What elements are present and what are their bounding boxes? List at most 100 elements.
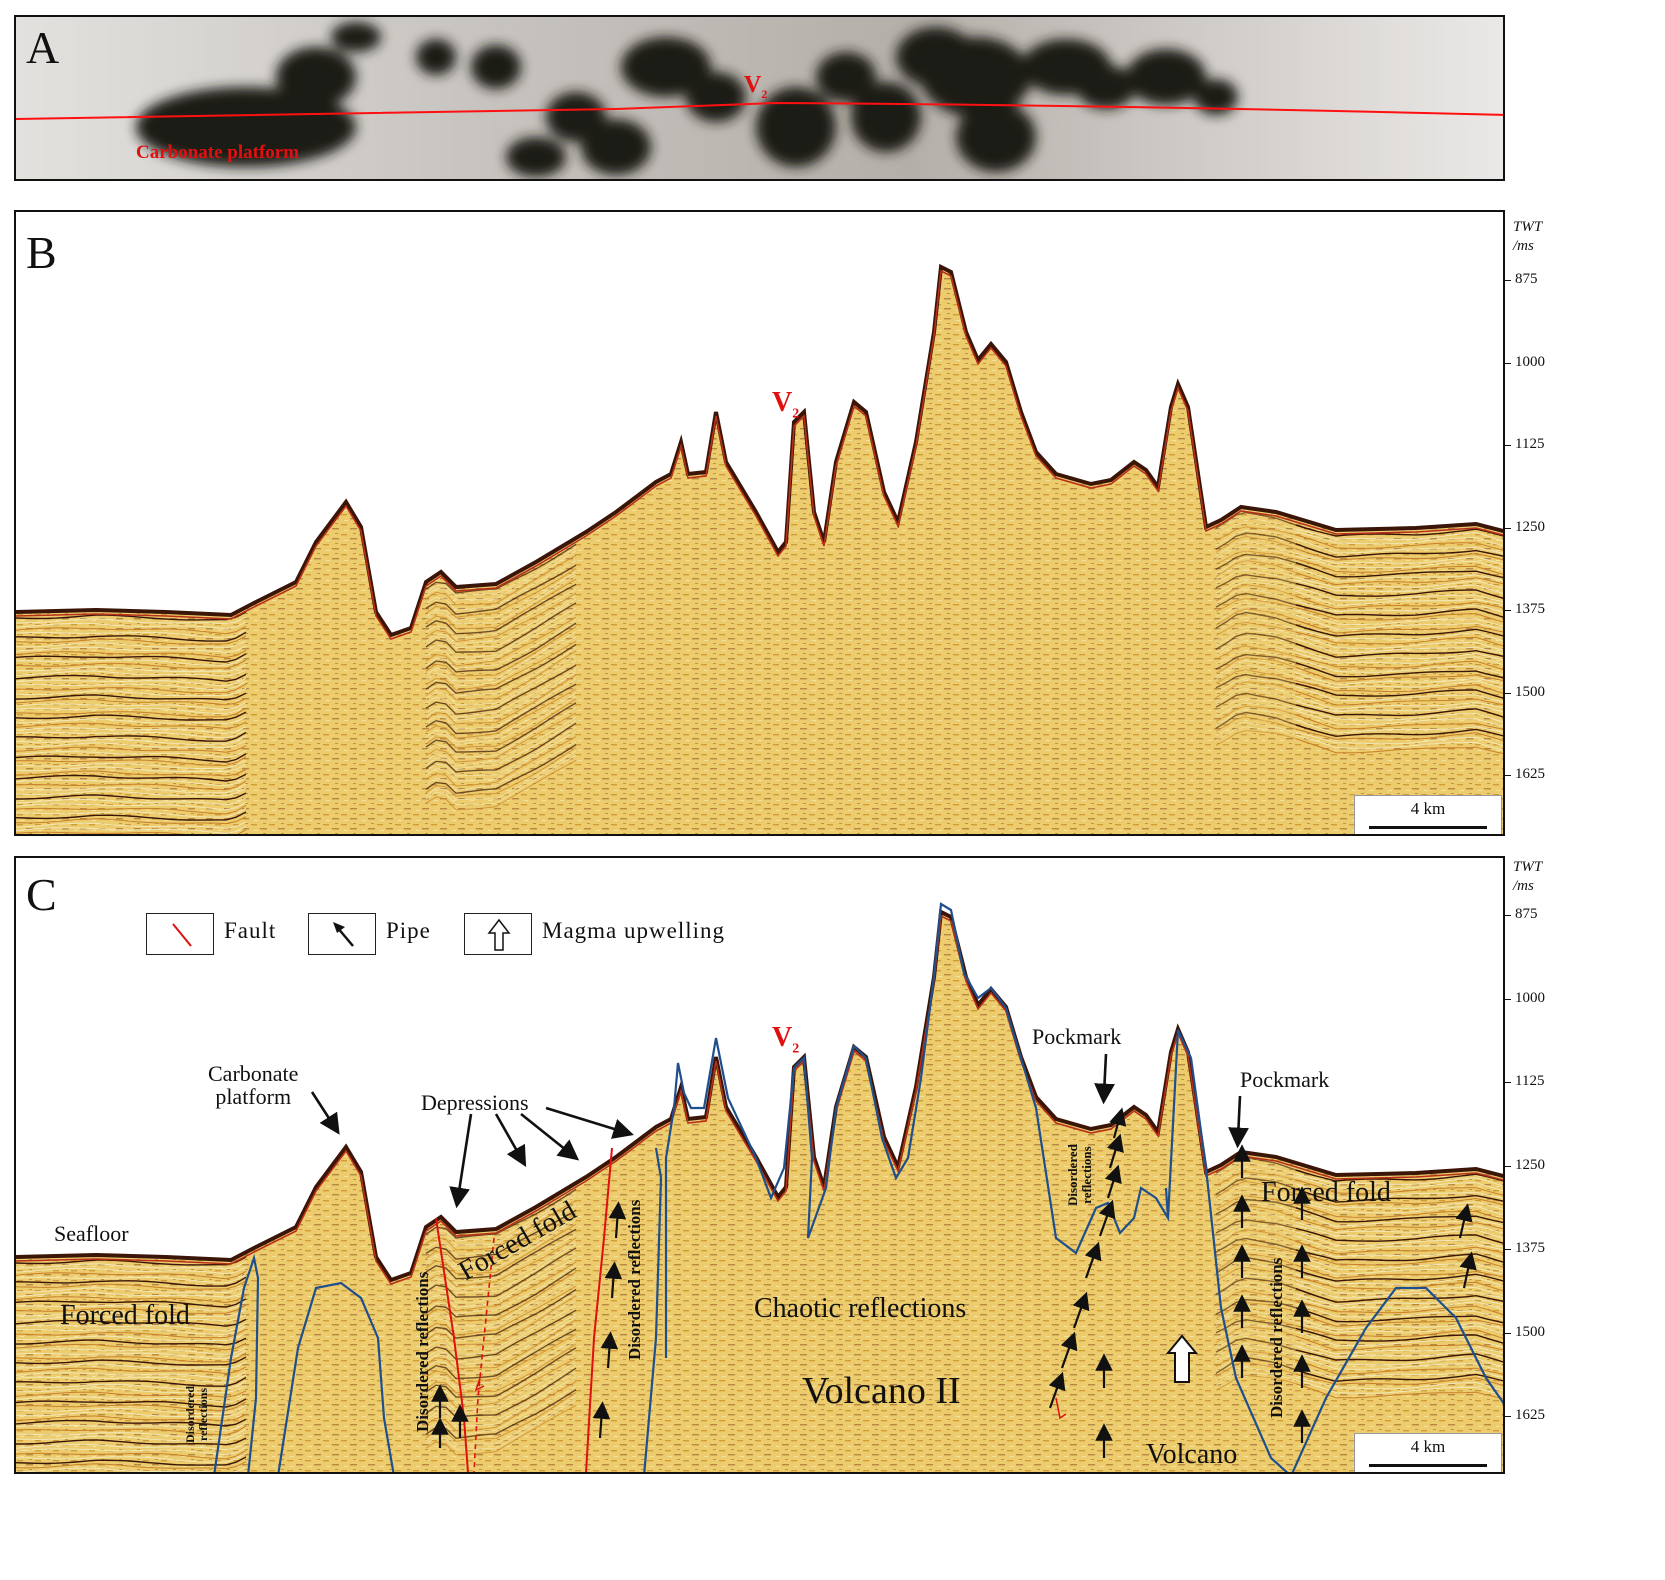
pipe-arrow [604, 1261, 623, 1299]
disordered-small-line1: Disordered [183, 1385, 197, 1443]
reflector-line [425, 1240, 577, 1291]
reflector-line [425, 698, 577, 749]
reflectors [16, 511, 1503, 834]
reflector-line [1295, 580, 1503, 595]
magma-upwelling-arrow [1165, 1334, 1199, 1383]
reflector-line [425, 1361, 577, 1412]
reflector-line [425, 1328, 577, 1380]
reflectors [16, 1156, 1503, 1472]
reflector-line [425, 1261, 577, 1312]
axis-tick-label: 875 [1515, 906, 1538, 922]
anomaly-blob [756, 87, 836, 167]
reflector-line [1215, 1271, 1317, 1287]
reflector-line [1295, 1240, 1503, 1255]
reflector-line [1215, 1209, 1317, 1229]
reflector-line [425, 1223, 577, 1275]
reflector-line [425, 660, 577, 711]
reflector-line [425, 1195, 577, 1246]
reflector-line [425, 1392, 577, 1442]
reflector-line [1295, 1297, 1503, 1311]
axis-tick-label: 1625 [1515, 1407, 1545, 1423]
carbonate-pointer-arrow [310, 1091, 340, 1135]
reflector-line [1215, 705, 1317, 723]
legend-pipe-swatch [308, 913, 376, 955]
axis-tick-label: 1500 [1515, 1323, 1545, 1340]
reflector-line [1295, 631, 1503, 648]
forced-fold-label-left: Forced fold [60, 1300, 190, 1331]
reflector-line [1215, 1253, 1317, 1273]
reflector-line [1295, 1269, 1503, 1283]
reflector-line [1295, 1369, 1503, 1383]
reflector-line [425, 1337, 577, 1388]
anomaly-blob [851, 82, 921, 152]
reflector-line [1215, 588, 1317, 608]
pipe-arrow [592, 1401, 611, 1439]
reflector-line [16, 721, 247, 730]
reflector-line [1295, 738, 1503, 755]
reflector-line [1215, 621, 1317, 638]
reflector-line [16, 1256, 247, 1266]
v2-label-a: V2 [744, 72, 768, 101]
reflector-line [425, 636, 577, 687]
reflector-line [1295, 1231, 1503, 1248]
reflector-line [16, 1290, 247, 1298]
reflector-line [16, 711, 247, 721]
reflector-line [1295, 656, 1503, 671]
axis-tick-label: 1250 [1515, 1156, 1545, 1173]
axis-tick-mark [1505, 1332, 1511, 1334]
reflector-line [16, 1428, 247, 1439]
anomaly-blob [1076, 65, 1136, 109]
anomaly-blob [136, 87, 356, 167]
fault-line-dashed [473, 1237, 495, 1472]
anomaly-blob [471, 45, 521, 89]
reflector-line [1215, 708, 1317, 728]
reflector-line [1295, 686, 1503, 704]
panel-b-seismic: B V2 4 km [14, 210, 1505, 836]
reflector-line [1295, 595, 1503, 610]
reflector-line [16, 1285, 247, 1294]
reflector-line [1215, 1323, 1317, 1339]
reflector-line [1295, 582, 1503, 600]
reflector-line [1215, 1229, 1317, 1249]
reflector-line [425, 607, 577, 658]
reflector-line [16, 816, 247, 825]
carbonate-line2: platform [215, 1084, 292, 1110]
reflector-line [425, 1213, 577, 1263]
pipe-arrow [1098, 1199, 1116, 1237]
reflector-line [1215, 560, 1317, 580]
reflector-line [1295, 562, 1503, 579]
reflector-line [425, 1352, 577, 1403]
reflector-line [1295, 1273, 1503, 1288]
reflector-line [16, 1294, 247, 1304]
reflector-line [16, 1261, 247, 1270]
reflector-line [425, 671, 577, 721]
reflector-line [1215, 1205, 1317, 1225]
reflector-line [1295, 648, 1503, 662]
reflector-line [425, 1233, 577, 1284]
anomaly-blob [581, 119, 651, 175]
reflector-line [16, 1401, 247, 1412]
reflector-line [425, 1200, 577, 1251]
reflector-line [1215, 616, 1317, 635]
fault-slip-icon [474, 1377, 485, 1392]
reflector-line [16, 1318, 247, 1327]
reflector-line [425, 588, 577, 639]
reflector-line [425, 546, 577, 597]
reflector-line [1215, 1371, 1317, 1387]
reflector-line [1215, 653, 1317, 671]
reflector-line [16, 1446, 247, 1456]
reflector-line [1215, 592, 1317, 611]
reflector-line [425, 1309, 577, 1360]
reflector-line [16, 697, 247, 706]
reflector-line [1215, 1277, 1317, 1297]
axis-tick-mark [1505, 445, 1511, 446]
pipe-arrow [1455, 1203, 1473, 1239]
reflector-line [425, 626, 577, 677]
axis-tick-label: 1375 [1515, 601, 1545, 617]
reflector-line [425, 1281, 577, 1332]
intrusion-outline-left-1 [213, 1253, 260, 1472]
reflector-line [16, 1346, 247, 1356]
reflector-line [16, 825, 247, 834]
reflector-line [1215, 684, 1317, 704]
anomaly-blob [276, 47, 356, 107]
